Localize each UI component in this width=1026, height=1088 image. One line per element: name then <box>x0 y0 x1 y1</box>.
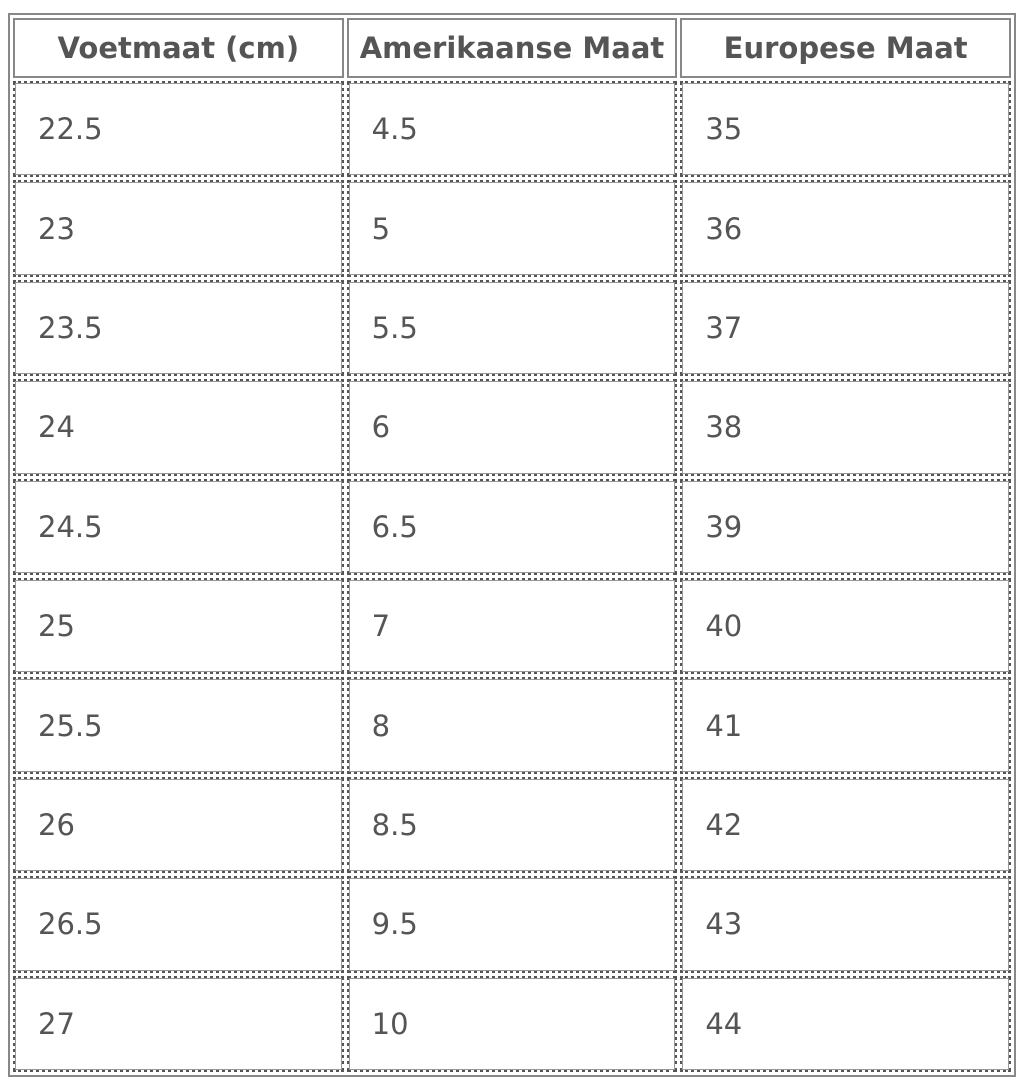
table-row: 27 10 44 <box>13 975 1011 1072</box>
table-cell: 36 <box>680 180 1011 277</box>
table-cell: 41 <box>680 677 1011 774</box>
table-cell: 23 <box>13 180 344 277</box>
table-body: 22.5 4.5 35 23 5 36 23.5 5.5 37 24 6 38 24.5 6.5 39 25 7… <box>13 81 1011 1072</box>
table-row: 24 6 38 <box>13 379 1011 476</box>
table-cell: 40 <box>680 577 1011 675</box>
table-cell: 4.5 <box>346 81 678 178</box>
table-cell: 10 <box>346 975 678 1072</box>
table-row: 26 8.5 42 <box>13 776 1011 874</box>
table-cell: 37 <box>680 279 1011 377</box>
table-cell: 23.5 <box>13 279 344 377</box>
table-cell: 27 <box>13 975 344 1072</box>
table-cell: 43 <box>680 876 1011 973</box>
table-cell: 25 <box>13 577 344 675</box>
table-row: 23.5 5.5 37 <box>13 279 1011 377</box>
table-row: 25.5 8 41 <box>13 677 1011 774</box>
table-cell: 35 <box>680 81 1011 178</box>
table-cell: 25.5 <box>13 677 344 774</box>
table-cell: 26.5 <box>13 876 344 973</box>
table-row: 24.5 6.5 39 <box>13 478 1011 575</box>
table-cell: 26 <box>13 776 344 874</box>
header-cell: Europese Maat <box>680 18 1011 78</box>
size-table: Voetmaat (cm) Amerikaanse Maat Europese Ma… <box>8 13 1016 1077</box>
table-cell: 44 <box>680 975 1011 1072</box>
header-cell: Voetmaat (cm) <box>13 18 344 78</box>
table-cell: 39 <box>680 478 1011 575</box>
table-cell: 7 <box>346 577 678 675</box>
table-cell: 6 <box>346 379 678 476</box>
table-cell: 24.5 <box>13 478 344 575</box>
table-row: 26.5 9.5 43 <box>13 876 1011 973</box>
table-cell: 42 <box>680 776 1011 874</box>
table-row: 23 5 36 <box>13 180 1011 277</box>
table-cell: 22.5 <box>13 81 344 178</box>
table-cell: 9.5 <box>346 876 678 973</box>
table-cell: 24 <box>13 379 344 476</box>
header-cell: Amerikaanse Maat <box>346 18 678 78</box>
table-cell: 8 <box>346 677 678 774</box>
table-cell: 5.5 <box>346 279 678 377</box>
table-cell: 8.5 <box>346 776 678 874</box>
table-cell: 5 <box>346 180 678 277</box>
table-row: 25 7 40 <box>13 577 1011 675</box>
table-row: 22.5 4.5 35 <box>13 81 1011 178</box>
table-head: Voetmaat (cm) Amerikaanse Maat Europese Ma… <box>13 18 1011 78</box>
table-cell: 38 <box>680 379 1011 476</box>
header-row: Voetmaat (cm) Amerikaanse Maat Europese Ma… <box>13 18 1011 78</box>
table-cell: 6.5 <box>346 478 678 575</box>
